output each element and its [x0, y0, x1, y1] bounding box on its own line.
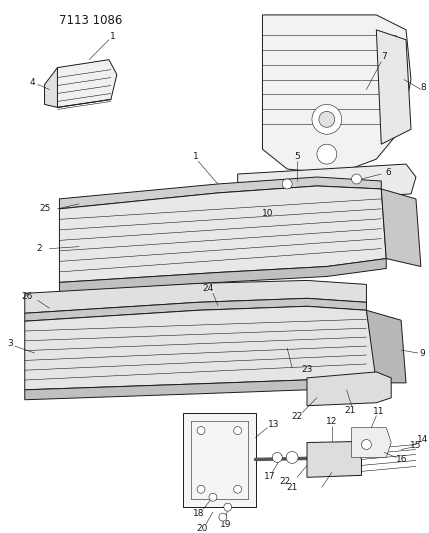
Text: 19: 19 [220, 520, 232, 529]
Polygon shape [25, 306, 376, 390]
Text: 18: 18 [193, 508, 205, 518]
Text: 21: 21 [287, 483, 298, 492]
Text: 4: 4 [30, 78, 36, 87]
Polygon shape [25, 298, 366, 321]
Text: 7: 7 [381, 52, 387, 61]
Circle shape [352, 174, 362, 184]
Text: 3: 3 [7, 338, 13, 348]
Circle shape [362, 440, 372, 449]
Text: 14: 14 [417, 435, 429, 444]
Polygon shape [381, 189, 421, 266]
Circle shape [286, 451, 298, 463]
Polygon shape [183, 413, 256, 507]
Circle shape [312, 104, 341, 134]
Polygon shape [307, 441, 362, 478]
Text: 13: 13 [268, 420, 279, 429]
Circle shape [234, 485, 242, 493]
Text: 1: 1 [110, 33, 116, 41]
Polygon shape [60, 177, 381, 209]
Polygon shape [307, 372, 391, 406]
Text: 21: 21 [344, 406, 355, 415]
Circle shape [219, 513, 227, 521]
Circle shape [234, 426, 242, 434]
Circle shape [282, 179, 292, 189]
Text: 5: 5 [294, 151, 300, 160]
Text: 17: 17 [264, 472, 275, 481]
Circle shape [197, 426, 205, 434]
Text: 20: 20 [196, 523, 208, 532]
Text: 11: 11 [372, 407, 384, 416]
Polygon shape [238, 164, 416, 204]
Text: 7113 1086: 7113 1086 [60, 14, 123, 27]
Circle shape [224, 503, 232, 511]
Text: 23: 23 [301, 366, 313, 375]
Text: 8: 8 [420, 83, 426, 92]
Text: 6: 6 [385, 167, 391, 176]
Circle shape [319, 111, 335, 127]
Text: 15: 15 [410, 441, 422, 450]
Text: 2: 2 [37, 244, 42, 253]
Text: 22: 22 [291, 412, 303, 421]
Polygon shape [352, 427, 391, 457]
Circle shape [272, 453, 282, 463]
Circle shape [197, 485, 205, 493]
Polygon shape [60, 259, 386, 293]
Text: 9: 9 [419, 349, 425, 358]
Polygon shape [376, 30, 411, 144]
Polygon shape [25, 280, 366, 313]
Text: 12: 12 [326, 417, 338, 426]
Text: 26: 26 [21, 292, 33, 301]
Text: 16: 16 [396, 455, 408, 464]
Circle shape [317, 144, 337, 164]
Polygon shape [263, 15, 411, 174]
Text: 25: 25 [39, 204, 50, 213]
Polygon shape [45, 68, 57, 108]
Text: 24: 24 [202, 284, 214, 293]
Polygon shape [60, 186, 386, 282]
Text: 22: 22 [280, 477, 291, 486]
Text: 10: 10 [262, 209, 273, 219]
Polygon shape [57, 60, 117, 108]
Circle shape [209, 493, 217, 501]
Polygon shape [25, 373, 376, 400]
Text: 1: 1 [193, 151, 199, 160]
Polygon shape [366, 310, 406, 383]
